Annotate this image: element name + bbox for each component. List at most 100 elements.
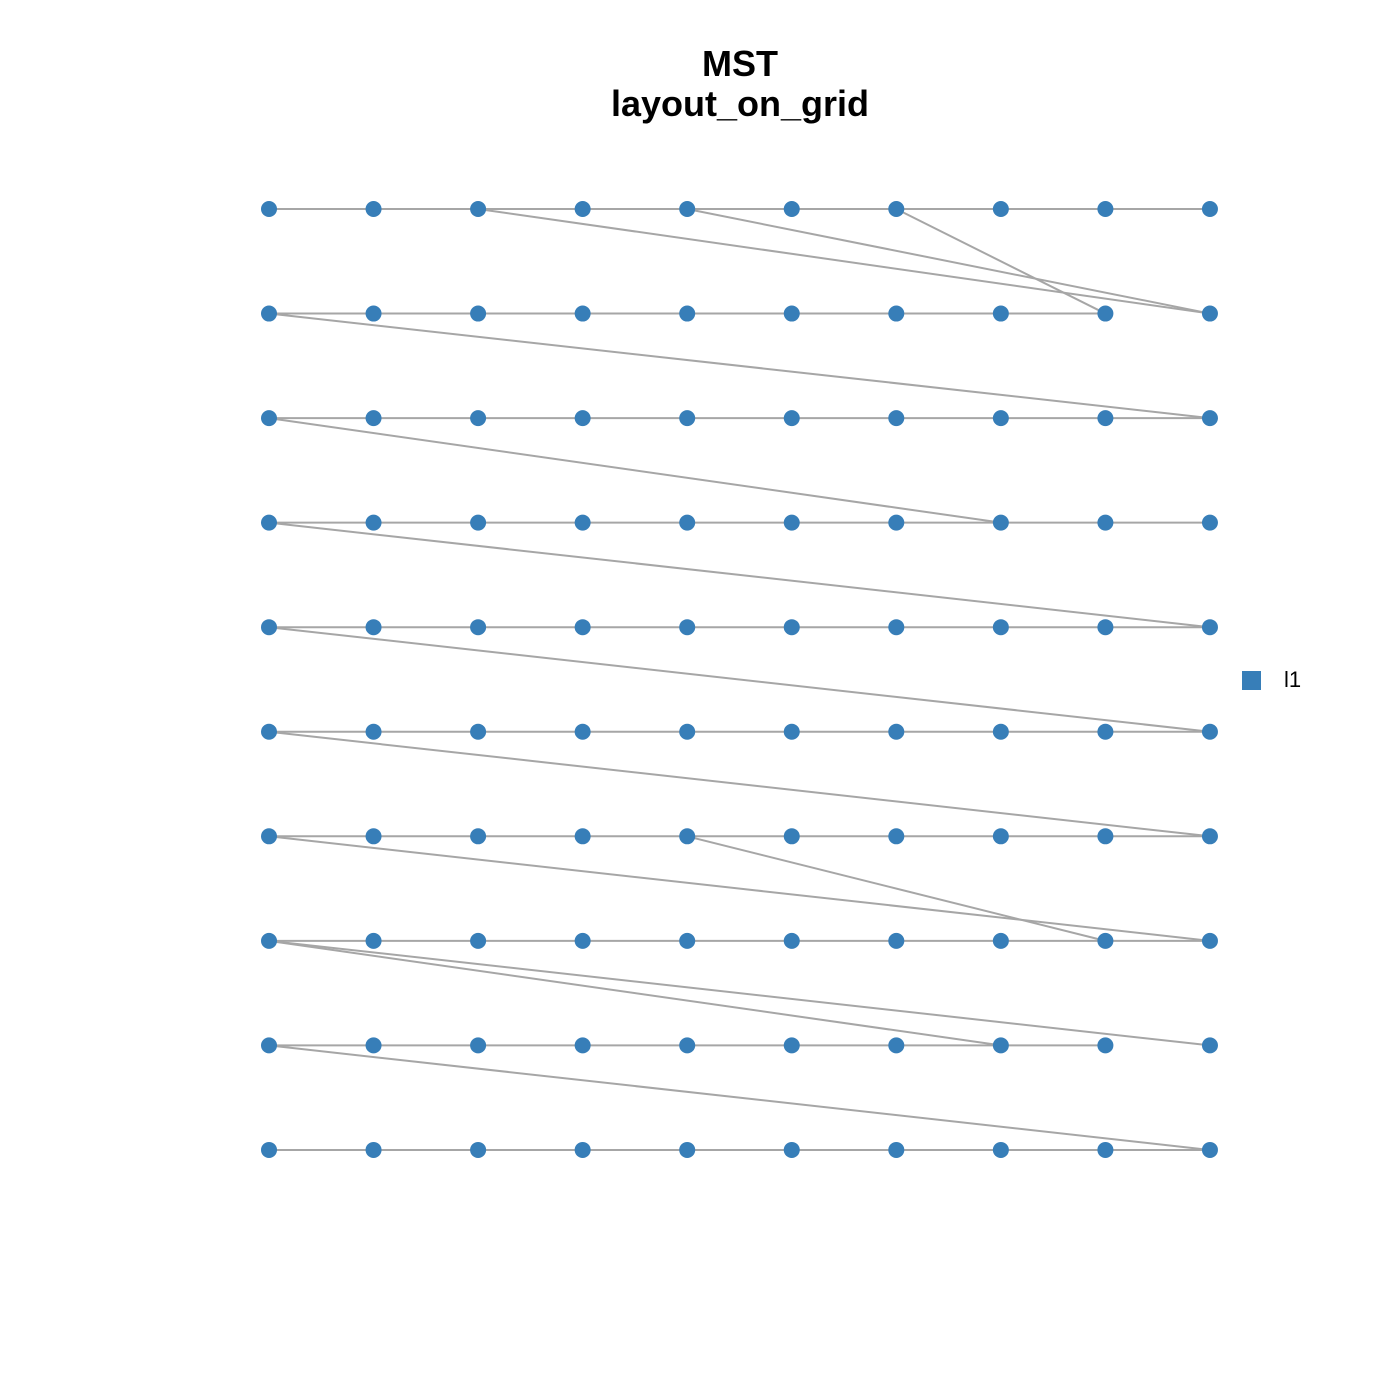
node: [1097, 619, 1114, 636]
node: [470, 932, 487, 949]
node: [365, 305, 382, 322]
node: [470, 514, 487, 531]
edge: [268, 521, 1211, 629]
node: [992, 828, 1009, 845]
node: [679, 619, 696, 636]
node: [1201, 201, 1218, 217]
node: [470, 1141, 487, 1158]
node: [992, 514, 1009, 531]
node: [261, 410, 277, 427]
node: [679, 1037, 696, 1054]
node: [1097, 723, 1114, 740]
edge: [268, 835, 1211, 942]
edge: [268, 417, 1001, 524]
node: [365, 201, 382, 217]
node: [888, 305, 905, 322]
edges: [268, 208, 1211, 1151]
node: [1201, 1141, 1218, 1158]
edge: [477, 208, 1211, 315]
node: [365, 932, 382, 949]
node: [365, 410, 382, 427]
node: [365, 1037, 382, 1054]
node: [679, 723, 696, 740]
node: [992, 305, 1009, 322]
node: [261, 1141, 277, 1158]
node: [365, 828, 382, 845]
node: [783, 619, 800, 636]
node: [783, 723, 800, 740]
node: [679, 828, 696, 845]
node: [470, 723, 487, 740]
edge: [268, 1044, 1211, 1151]
node: [783, 201, 800, 217]
edge: [686, 835, 1106, 942]
node: [261, 305, 277, 322]
node: [1097, 932, 1114, 949]
node: [261, 932, 277, 949]
edge: [268, 730, 1211, 838]
node: [888, 828, 905, 845]
node: [888, 1037, 905, 1054]
node: [365, 619, 382, 636]
edge: [895, 208, 1106, 315]
node: [888, 619, 905, 636]
node: [888, 410, 905, 427]
node: [992, 1141, 1009, 1158]
node: [574, 619, 591, 636]
node: [992, 723, 1009, 740]
node: [261, 828, 277, 845]
node: [888, 932, 905, 949]
node: [574, 1037, 591, 1054]
node: [679, 932, 696, 949]
node: [783, 410, 800, 427]
node: [261, 723, 277, 740]
node: [1201, 723, 1218, 740]
node: [1097, 514, 1114, 531]
node: [783, 514, 800, 531]
nodes: [261, 201, 1218, 1158]
node: [574, 828, 591, 845]
node: [574, 1141, 591, 1158]
node: [1201, 932, 1218, 949]
node: [574, 723, 591, 740]
legend-swatch: [1242, 671, 1261, 690]
node: [783, 1141, 800, 1158]
legend-label: l1: [1284, 667, 1301, 692]
node: [1201, 514, 1218, 531]
edge: [687, 208, 1211, 315]
node: [261, 514, 277, 531]
node: [470, 305, 487, 322]
node: [574, 932, 591, 949]
node: [1097, 305, 1114, 322]
node: [365, 1141, 382, 1158]
node: [679, 305, 696, 322]
title-line-1: MST: [702, 43, 778, 84]
node: [888, 201, 905, 217]
node: [679, 1141, 696, 1158]
node: [261, 201, 277, 217]
node: [1201, 305, 1218, 322]
node: [992, 201, 1009, 217]
node: [1097, 1141, 1114, 1158]
node: [783, 305, 800, 322]
node: [992, 1037, 1009, 1054]
node: [1097, 828, 1114, 845]
node: [888, 514, 905, 531]
title-line-2: layout_on_grid: [611, 83, 869, 124]
node: [1201, 1037, 1218, 1054]
node: [574, 305, 591, 322]
node: [365, 723, 382, 740]
node: [1097, 410, 1114, 427]
node: [1201, 410, 1218, 427]
node: [261, 1037, 277, 1054]
node: [992, 410, 1009, 427]
node: [574, 410, 591, 427]
node: [888, 1141, 905, 1158]
node: [1201, 828, 1218, 845]
node: [679, 514, 696, 531]
node: [470, 619, 487, 636]
node: [888, 723, 905, 740]
node: [1097, 1037, 1114, 1054]
node: [992, 932, 1009, 949]
